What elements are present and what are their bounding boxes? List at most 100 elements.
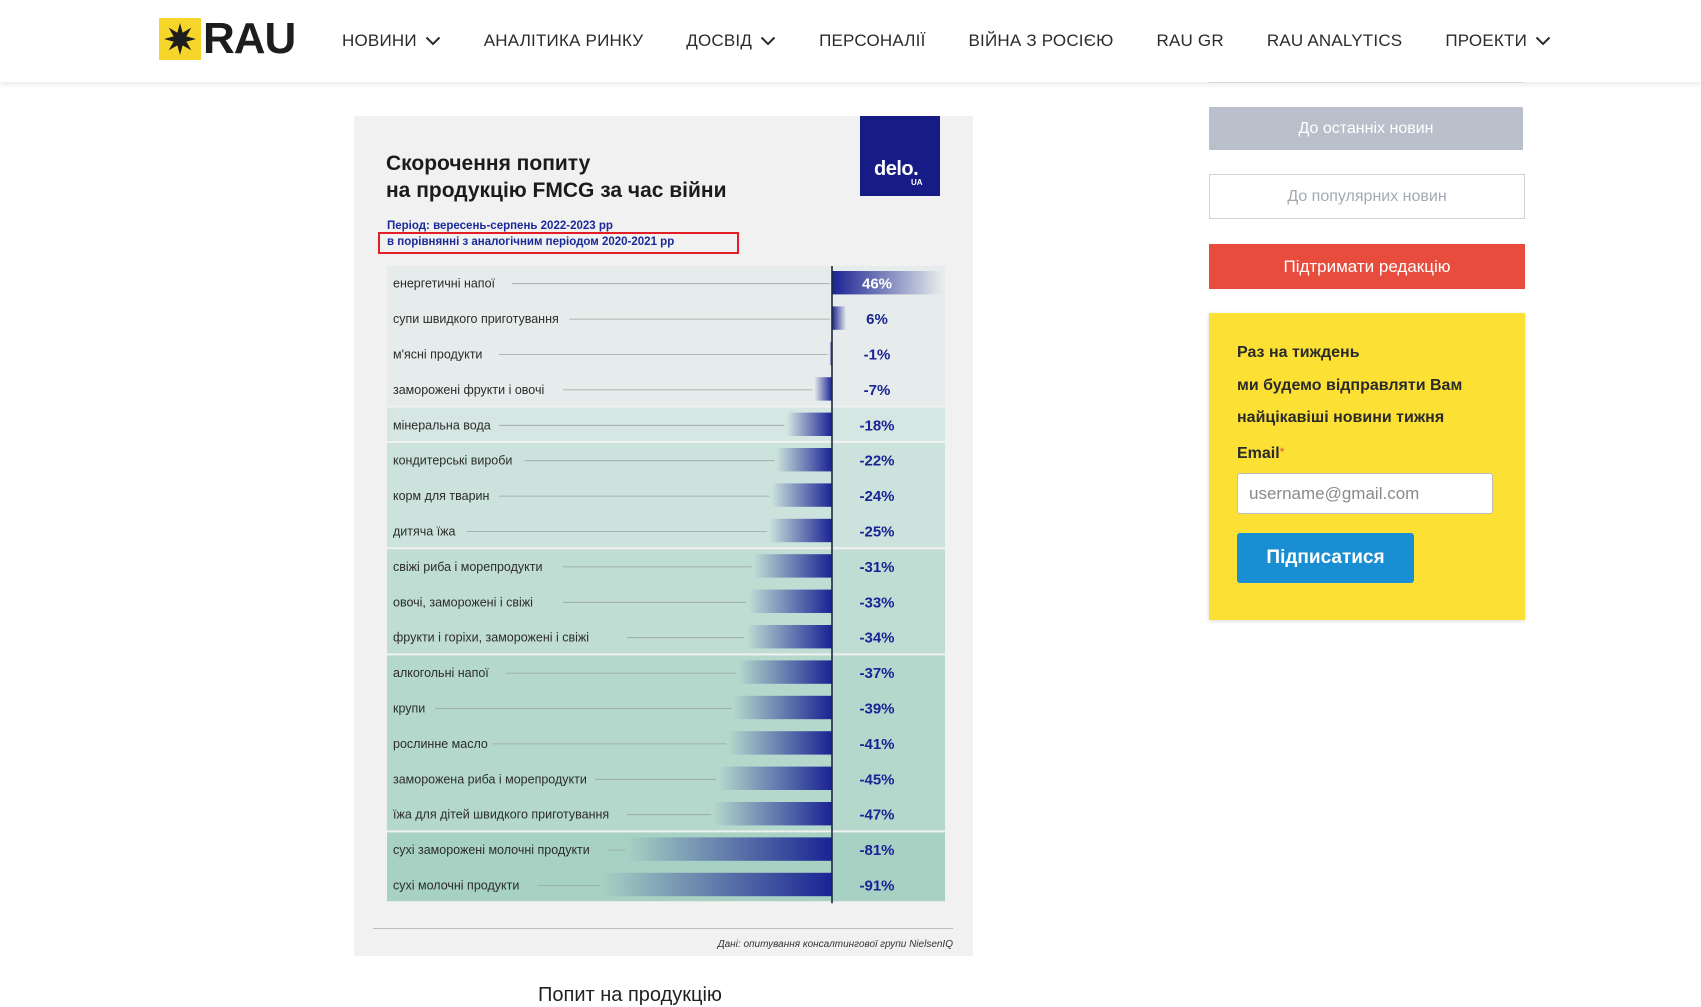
- chart-value-label: -37%: [859, 665, 894, 682]
- chevron-down-icon[interactable]: [425, 36, 441, 46]
- chart-bar: [776, 448, 832, 472]
- chart-value-label: -39%: [859, 701, 894, 718]
- chart-value-label: -31%: [859, 559, 894, 576]
- chart-category-label: дитяча їжа: [393, 525, 456, 539]
- chart-bar: [733, 695, 832, 720]
- chart-category-label: м'ясні продукти: [393, 348, 482, 362]
- newsletter-line-3: найцікавіші новини тижня: [1237, 409, 1445, 426]
- chart-value-label: -34%: [859, 630, 894, 647]
- nav-item-7[interactable]: RAU ANALYTICS: [1267, 31, 1403, 51]
- chart-value-label: -24%: [859, 488, 894, 505]
- chart-category-label: їжа для дітей швидкого приготування: [392, 808, 609, 822]
- infographic-comparison-highlighted: в порівнянні з аналогічним періодом 2020…: [378, 232, 739, 254]
- chart-value-label: -22%: [859, 453, 894, 470]
- nav-item-3[interactable]: ДОСВІД: [686, 31, 776, 51]
- chart-category-label: заморожені фрукти і овочі: [393, 383, 544, 397]
- popular-news-button[interactable]: До популярних новин: [1209, 174, 1525, 219]
- support-editors-button[interactable]: Підтримати редакцію: [1209, 244, 1525, 289]
- chart-bar: [738, 660, 832, 684]
- main-nav: НОВИНИ АНАЛІТИКА РИНКУ ДОСВІД ПЕРСОНАЛІЇ ВІЙ…: [342, 0, 1594, 82]
- chart-bar: [627, 837, 832, 861]
- chart-value-label: -41%: [859, 736, 894, 753]
- chart-category-label: свіжі риба і морепродукти: [393, 560, 542, 574]
- nav-item-2[interactable]: АНАЛІТИКА РИНКУ: [484, 31, 644, 51]
- chart-bar: [746, 625, 832, 649]
- chart-value-label: 6%: [866, 311, 888, 328]
- demand-change-bar-chart: енергетичні напої 46% супи швидкого пригот…: [387, 266, 945, 904]
- chart-bar: [713, 802, 832, 826]
- chart-category-label: заморожена риба і морепродукти: [393, 772, 587, 786]
- delo-logo-suffix: UA: [911, 178, 923, 187]
- nav-item-label: АНАЛІТИКА РИНКУ: [483, 31, 644, 50]
- chart-group-band: [387, 407, 945, 441]
- rau-star-logo-icon: [159, 18, 201, 60]
- nav-item-label: ВІЙНА З РОСІЄЮ: [968, 31, 1114, 50]
- chart-category-label: сухі заморожені молочні продукти: [393, 843, 590, 857]
- chart-value-label: -45%: [859, 771, 894, 788]
- chart-category-label: мінеральна вода: [393, 418, 491, 432]
- chart-value-label: -47%: [859, 807, 894, 824]
- chart-group-band: [387, 655, 945, 831]
- infographic-title-line2: на продукцію FMCG за час війни: [386, 179, 727, 202]
- nav-item-1[interactable]: НОВИНИ: [342, 31, 441, 51]
- subscribe-button[interactable]: Підписатися: [1237, 533, 1414, 583]
- nav-item-4[interactable]: ПЕРСОНАЛІЇ: [819, 31, 925, 51]
- chart-bar: [832, 271, 942, 295]
- chart-category-label: супи швидкого приготування: [393, 312, 559, 326]
- nav-item-label: ПРОЕКТИ: [1445, 31, 1527, 50]
- nav-item-label: ДОСВІД: [686, 31, 753, 50]
- infographic-period: Період: вересень-серпень 2022-2023 рр: [387, 220, 613, 232]
- chart-value-label: 46%: [862, 276, 892, 293]
- chart-bar: [771, 483, 832, 507]
- chart-bar: [829, 341, 832, 366]
- site-logo[interactable]: RAU: [159, 14, 296, 63]
- site-header: RAU НОВИНИ АНАЛІТИКА РИНКУ ДОСВІД ПЕРСОНАЛІ…: [0, 0, 1701, 82]
- chart-bar: [748, 589, 832, 613]
- newsletter-line-2: ми будемо відправляти Вам: [1237, 376, 1463, 394]
- email-input[interactable]: [1237, 473, 1493, 514]
- chevron-down-icon[interactable]: [760, 36, 776, 46]
- chart-category-label: сухі молочні продукти: [393, 879, 519, 893]
- chart-bar: [786, 412, 832, 436]
- chart-value-label: -25%: [859, 524, 894, 541]
- nav-item-label: RAU GR: [1156, 31, 1224, 50]
- delo-logo-text: delo.: [874, 158, 919, 180]
- chevron-down-icon[interactable]: [1535, 36, 1551, 46]
- infographic-source: Дані: опитування консалтингової групи Ni…: [373, 928, 953, 950]
- chart-category-label: фрукти і горіхи, заморожені і свіжі: [393, 631, 589, 645]
- newsletter-text: Раз на тиждень ми будемо відправляти Вам…: [1237, 337, 1462, 435]
- chart-bar: [814, 377, 832, 401]
- email-label-text: Email: [1237, 445, 1280, 462]
- infographic-title: Скорочення попиту на продукцію FMCG за ч…: [386, 150, 806, 204]
- chart-bar: [602, 872, 832, 897]
- newsletter-box: Раз на тиждень ми будемо відправляти Вам…: [1209, 313, 1525, 620]
- chart-category-label: алкогольні напої: [393, 666, 489, 680]
- nav-item-label: RAU ANALYTICS: [1266, 31, 1403, 50]
- chart-value-label: -1%: [864, 347, 891, 364]
- nav-item-8[interactable]: ПРОЕКТИ: [1445, 31, 1551, 51]
- sidebar-divider: [1209, 82, 1523, 83]
- chart-value-label: -7%: [864, 382, 891, 399]
- chart-bar: [718, 766, 832, 790]
- email-label: Email*: [1237, 445, 1284, 463]
- chart-category-label: овочі, заморожені і свіжі: [393, 595, 533, 609]
- chart-bar: [753, 554, 832, 578]
- delo-ua-logo: delo. UA: [860, 116, 940, 196]
- nav-item-5[interactable]: ВІЙНА З РОСІЄЮ: [969, 31, 1114, 51]
- chart-category-label: рослинне масло: [393, 737, 488, 751]
- chart-bar: [728, 731, 832, 755]
- chart-bar: [768, 518, 832, 543]
- chart-category-label: кондитерські вироби: [393, 454, 512, 468]
- chart-category-label: крупи: [393, 702, 425, 716]
- required-mark: *: [1279, 445, 1285, 459]
- nav-item-label: ПЕРСОНАЛІЇ: [819, 31, 926, 50]
- nav-item-label: НОВИНИ: [342, 31, 417, 50]
- nav-item-6[interactable]: RAU GR: [1157, 31, 1224, 51]
- newsletter-line-1: Раз на тиждень: [1237, 344, 1360, 361]
- latest-news-button[interactable]: До останніх новин: [1209, 107, 1523, 150]
- chart-value-label: -18%: [859, 417, 894, 434]
- chart-value-label: -91%: [859, 878, 894, 895]
- chart-category-label: енергетичні напої: [393, 277, 496, 291]
- logo-text: RAU: [203, 14, 296, 63]
- chart-value-label: -33%: [859, 594, 894, 611]
